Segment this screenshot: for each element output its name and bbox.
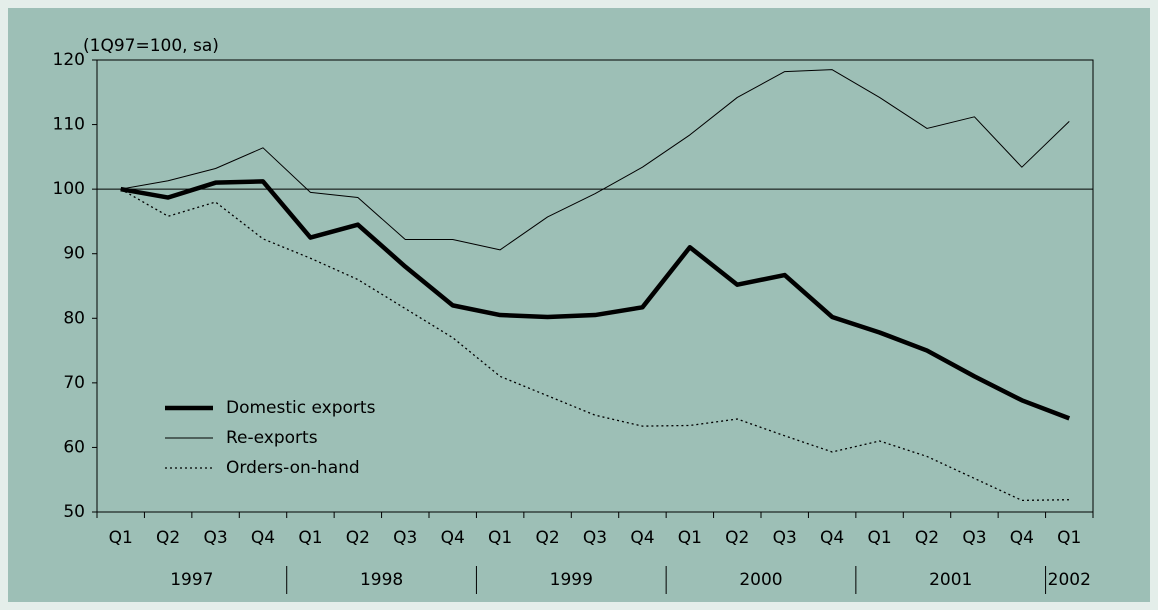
x-tick-label: Q2	[156, 528, 180, 548]
y-tick-label: 80	[63, 308, 85, 328]
x-tick-label: Q4	[441, 528, 465, 548]
x-tick-label: Q1	[867, 528, 891, 548]
year-label: 1999	[550, 570, 593, 590]
y-tick-label: 120	[53, 50, 85, 70]
x-tick-label: Q3	[962, 528, 986, 548]
year-label: 2000	[739, 570, 782, 590]
x-tick-label: Q3	[203, 528, 227, 548]
x-tick-label: Q4	[820, 528, 844, 548]
series-line	[120, 179, 1071, 421]
year-label: 2002	[1048, 570, 1091, 590]
x-tick-label: Q3	[583, 528, 607, 548]
legend-label: Orders-on-hand	[226, 458, 360, 478]
x-tick-label: Q2	[346, 528, 370, 548]
legend-label: Domestic exports	[226, 398, 376, 418]
x-tick-label: Q2	[915, 528, 939, 548]
x-tick-label: Q3	[393, 528, 417, 548]
x-tick-label: Q1	[109, 528, 133, 548]
x-tick-label: Q1	[488, 528, 512, 548]
y-tick-label: 50	[63, 502, 85, 522]
x-tick-label: Q1	[678, 528, 702, 548]
y-axis-label: (1Q97=100, sa)	[83, 36, 219, 56]
series-line	[120, 69, 1070, 251]
y-tick-label: 60	[63, 437, 85, 457]
legend-label: Re-exports	[226, 428, 318, 448]
y-tick-label: 70	[63, 373, 85, 393]
x-tick-label: Q2	[725, 528, 749, 548]
x-tick-label: Q4	[251, 528, 275, 548]
x-tick-label: Q2	[535, 528, 559, 548]
x-tick-label: Q4	[630, 528, 654, 548]
y-tick-label: 100	[53, 179, 85, 199]
x-tick-label: Q3	[773, 528, 797, 548]
year-label: 2001	[929, 570, 972, 590]
y-tick-label: 90	[63, 244, 85, 264]
y-tick-label: 110	[53, 115, 85, 135]
year-label: 1997	[170, 570, 213, 590]
x-tick-label: Q1	[298, 528, 322, 548]
plot-frame	[96, 59, 1094, 513]
series-line	[120, 188, 1070, 502]
background	[8, 8, 1150, 602]
year-label: 1998	[360, 570, 403, 590]
x-tick-label: Q4	[1010, 528, 1034, 548]
x-tick-label: Q1	[1057, 528, 1081, 548]
